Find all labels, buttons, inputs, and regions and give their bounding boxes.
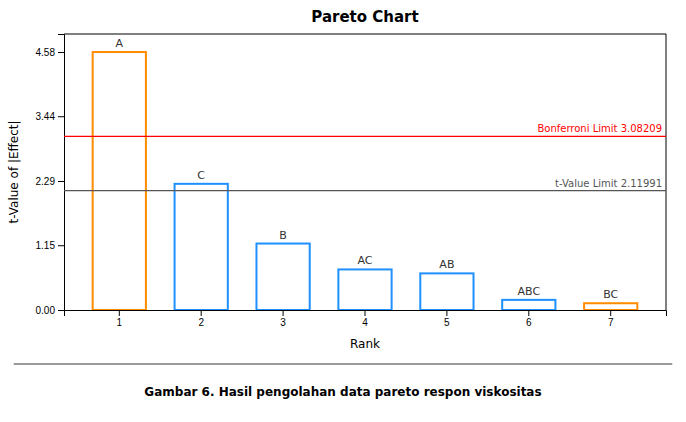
bar (502, 300, 555, 310)
reference-line (64, 190, 666, 191)
reference-line-label: Bonferroni Limit 3.08209 (537, 123, 662, 134)
x-tick-label: 6 (526, 317, 532, 328)
x-tick-mark (283, 310, 284, 316)
x-tick-mark (201, 310, 202, 316)
bar-annotation: AC (357, 254, 372, 267)
x-tick-mark (119, 310, 120, 316)
bar-annotation: B (279, 229, 287, 242)
bar-annotation: ABC (518, 285, 541, 298)
x-axis: 1 2 3 4 5 6 7 (65, 310, 667, 328)
bar-annotation: A (116, 37, 124, 50)
y-tick: 3.44 (36, 111, 64, 122)
y-tick-label: 1.15 (36, 240, 56, 251)
x-axis-title: Rank (350, 337, 380, 351)
y-tick-label: 0.00 (36, 305, 56, 316)
bar (584, 303, 637, 310)
plot-frame (64, 34, 666, 35)
x-axis-line (65, 311, 667, 317)
x-tick-label: 3 (280, 317, 286, 328)
x-tick: 4 (362, 310, 368, 328)
labels: ACBACABABCBCBonferroni Limit 3.08209t-Va… (116, 37, 662, 301)
marks (64, 52, 666, 310)
x-tick-label: 1 (117, 317, 123, 328)
x-tick: 3 (280, 310, 286, 328)
x-tick: 6 (526, 310, 532, 328)
y-tick-mark (58, 52, 64, 53)
bar (256, 244, 309, 310)
title: Pareto Chart (311, 8, 418, 26)
x-tick-label: 2 (198, 317, 204, 328)
bar-annotation: C (197, 169, 205, 182)
y-tick-mark (58, 116, 64, 117)
caption-separator (14, 364, 673, 365)
bar (175, 184, 228, 310)
y-tick-label: 2.29 (36, 176, 56, 187)
y-axis: 0.00 1.15 2.29 3.44 4.58 (36, 35, 65, 316)
reference-line-label: t-Value Limit 2.11991 (555, 178, 662, 189)
x-tick-mark (528, 310, 529, 316)
x-tick-label: 7 (608, 317, 614, 328)
y-axis-title: t-Value of |Effect| (7, 120, 21, 223)
x-tick-mark (365, 310, 366, 316)
x-tick-mark (446, 310, 447, 316)
x-tick: 1 (117, 310, 123, 328)
caption: Gambar 6. Hasil pengolahan data pareto r… (144, 385, 541, 399)
bar-annotation: BC (603, 288, 618, 301)
plot-frame (666, 34, 667, 310)
x-tick-label: 4 (362, 317, 368, 328)
y-tick: 4.58 (36, 47, 64, 58)
y-tick-mark (58, 310, 64, 311)
y-tick-label: 3.44 (36, 111, 56, 122)
y-axis-line (58, 35, 65, 311)
reference-line (64, 136, 666, 137)
y-tick: 1.15 (36, 240, 64, 251)
x-tick: 7 (608, 310, 614, 328)
y-tick: 0.00 (36, 305, 64, 316)
x-tick: 5 (444, 310, 450, 328)
plot: 0.001.152.293.444.581234567ACBACABABCBCB… (36, 34, 667, 328)
bar (338, 269, 391, 310)
x-tick-label: 5 (444, 317, 450, 328)
y-tick: 2.29 (36, 176, 64, 187)
bar-annotation: AB (439, 258, 454, 271)
chart: 0.001.152.293.444.581234567ACBACABABCBCB… (0, 0, 686, 422)
bar (420, 273, 473, 310)
y-tick-mark (58, 181, 64, 182)
y-tick-label: 4.58 (36, 47, 56, 58)
bar (93, 52, 146, 310)
x-tick-mark (610, 310, 611, 316)
x-tick: 2 (198, 310, 204, 328)
y-tick-mark (58, 245, 64, 246)
